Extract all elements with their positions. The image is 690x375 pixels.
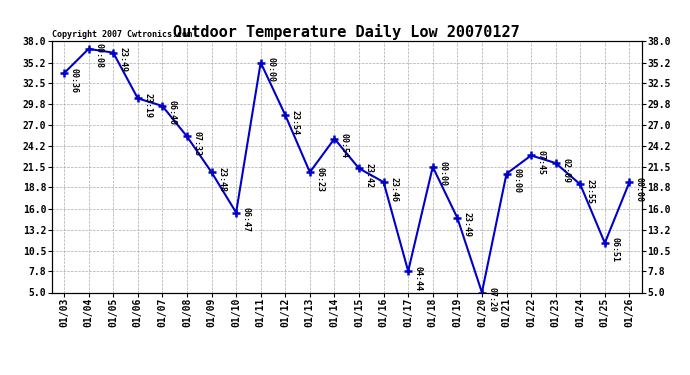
- Text: 06:51: 06:51: [611, 237, 620, 262]
- Text: 00:00: 00:00: [512, 168, 521, 193]
- Text: 23:19: 23:19: [144, 93, 152, 118]
- Text: 23:49: 23:49: [463, 212, 472, 237]
- Text: 23:42: 23:42: [364, 163, 373, 188]
- Text: 23:55: 23:55: [586, 179, 595, 204]
- Text: 23:48: 23:48: [217, 166, 226, 192]
- Text: 00:36: 00:36: [70, 68, 79, 93]
- Text: 00:00: 00:00: [438, 161, 447, 186]
- Text: 00:08: 00:08: [94, 43, 104, 68]
- Text: 06:47: 06:47: [241, 207, 250, 232]
- Text: 07:45: 07:45: [537, 150, 546, 175]
- Text: 07:20: 07:20: [487, 287, 497, 312]
- Text: 04:44: 04:44: [414, 266, 423, 291]
- Text: 23:49: 23:49: [119, 47, 128, 72]
- Text: 23:54: 23:54: [290, 110, 300, 135]
- Title: Outdoor Temperature Daily Low 20070127: Outdoor Temperature Daily Low 20070127: [173, 24, 520, 40]
- Text: 06:40: 06:40: [168, 100, 177, 125]
- Text: 00:00: 00:00: [635, 177, 644, 201]
- Text: Copyright 2007 Cwtronics.com: Copyright 2007 Cwtronics.com: [52, 30, 193, 39]
- Text: 00:00: 00:00: [266, 57, 275, 82]
- Text: 23:46: 23:46: [389, 177, 398, 201]
- Text: 02:09: 02:09: [561, 158, 570, 183]
- Text: 00:54: 00:54: [340, 133, 349, 158]
- Text: 07:33: 07:33: [193, 131, 201, 156]
- Text: 06:23: 06:23: [315, 166, 324, 192]
